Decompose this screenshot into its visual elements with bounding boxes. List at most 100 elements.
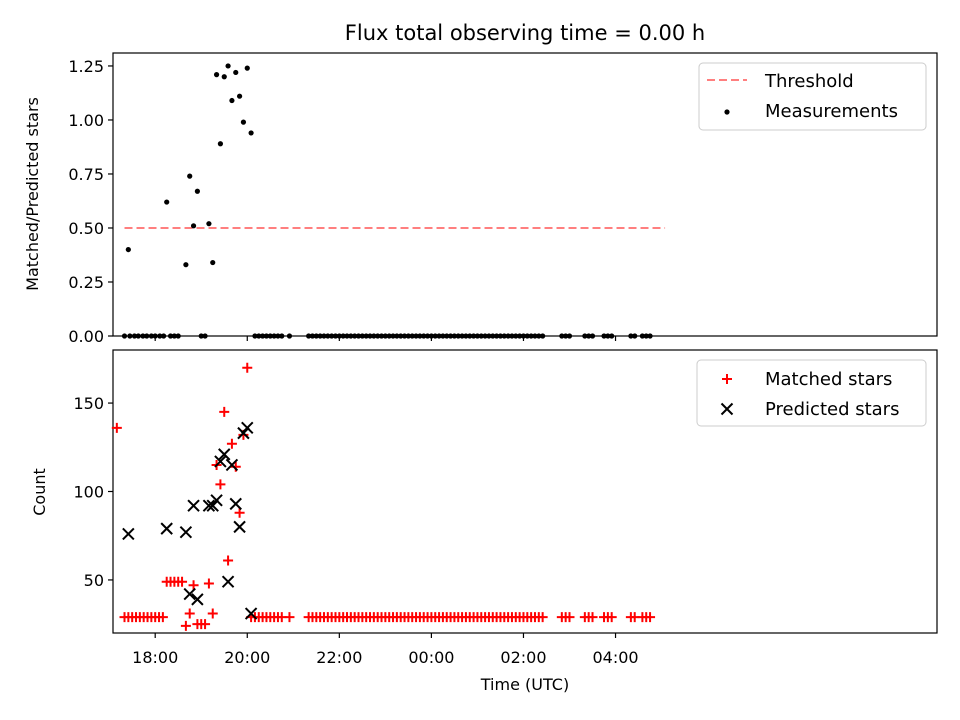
measurement-point — [194, 188, 200, 194]
measurement-point — [332, 333, 339, 339]
measurement-point — [313, 333, 319, 339]
measurement-point — [127, 333, 133, 339]
measurement-point — [321, 333, 327, 339]
top-panel: 0.00 0.25 0.50 0.75 1.00 1.25 Threshold Measure… — [68, 52, 938, 346]
measurement-point — [632, 333, 638, 339]
matched-star-point — [606, 612, 617, 623]
predicted-star-point — [221, 575, 235, 588]
measurement-point — [161, 333, 167, 339]
measurement-point — [229, 97, 235, 104]
measurement-point — [125, 246, 131, 253]
measurement-point — [482, 333, 488, 339]
measurement-point — [263, 333, 270, 339]
measurement-point — [355, 333, 362, 339]
predicted-star-point — [179, 525, 193, 539]
measurement-point — [131, 333, 138, 339]
measurement-point — [401, 333, 408, 339]
measurement-point — [398, 333, 404, 339]
measurement-point — [505, 333, 511, 339]
measurement-point — [467, 333, 473, 339]
predicted-star-point — [210, 494, 223, 507]
measurement-point — [643, 333, 649, 339]
predicted-star-point — [214, 455, 227, 468]
x-tick-label: 22:00 — [316, 648, 362, 667]
measurement-point — [424, 333, 431, 339]
measurement-point — [494, 333, 500, 339]
measurement-point — [325, 333, 331, 339]
x-tick-label: 02:00 — [500, 648, 546, 667]
measurement-point — [413, 333, 419, 339]
x-tick-label: 04:00 — [592, 648, 638, 667]
legend-matched-swatch — [722, 374, 732, 384]
measurement-point — [386, 333, 392, 339]
matched-star-point — [645, 612, 656, 623]
measurement-point — [536, 333, 542, 339]
measurement-point — [563, 333, 569, 339]
top-y-tick-label: 0.25 — [68, 273, 104, 292]
bottom-y-tick-label: 100 — [73, 483, 104, 502]
measurement-point — [157, 333, 163, 339]
predicted-star-point — [237, 426, 250, 440]
measurement-point — [639, 333, 645, 339]
measurement-point — [582, 333, 588, 339]
measurement-point — [444, 333, 450, 339]
matched-star-point — [226, 438, 237, 449]
x-axis-label: Time (UTC) — [480, 675, 569, 694]
predicted-star-point — [187, 499, 200, 512]
matched-star-point — [234, 507, 245, 518]
measurement-point — [135, 333, 141, 339]
measurement-point — [256, 333, 262, 339]
measurement-point — [221, 74, 227, 80]
legend-measurements-swatch — [724, 109, 730, 115]
measurement-point — [490, 333, 496, 339]
measurement-point — [447, 333, 454, 339]
measurement-point — [609, 333, 615, 339]
measurement-point — [344, 333, 350, 339]
measurement-point — [528, 333, 534, 339]
predicted-star-point — [160, 522, 173, 535]
measurement-point — [501, 333, 507, 339]
measurement-point — [628, 333, 634, 339]
measurement-point — [225, 63, 231, 69]
matched-star-point — [188, 580, 199, 591]
measurement-point — [375, 333, 381, 339]
measurement-point — [474, 333, 481, 339]
measurement-point — [421, 333, 427, 339]
measurement-point — [540, 333, 546, 339]
predicted-star-point — [244, 607, 258, 620]
measurement-point — [647, 333, 653, 339]
top-y-axis-label: Matched/Predicted stars — [23, 97, 42, 291]
measurement-point — [286, 333, 293, 339]
legend-matched-label: Matched stars — [765, 369, 892, 390]
matched-star-point — [157, 612, 168, 623]
measurement-point — [329, 333, 335, 339]
measurement-point — [409, 333, 415, 339]
measurement-point — [206, 221, 212, 227]
measurement-point — [271, 333, 277, 339]
matched-star-point — [223, 555, 234, 566]
bottom-y-axis-label: Count — [30, 468, 49, 516]
measurement-point — [183, 262, 189, 268]
matched-star-point — [180, 620, 191, 631]
matched-star-point — [184, 608, 195, 619]
matched-star-point — [537, 612, 548, 623]
measurement-point — [248, 130, 254, 136]
measurement-point — [436, 333, 442, 339]
measurement-point — [517, 333, 523, 339]
measurement-point — [532, 333, 538, 339]
measurement-point — [267, 333, 273, 339]
measurement-point — [440, 333, 446, 339]
measurement-point — [121, 333, 128, 339]
matched-star-point — [207, 608, 218, 619]
x-tick-label: 20:00 — [224, 648, 270, 667]
matched-star-point — [111, 422, 122, 433]
measurement-point — [175, 333, 181, 339]
predicted-star-point — [218, 448, 231, 461]
measurement-point — [140, 333, 146, 339]
measurement-point — [348, 333, 354, 339]
measurement-point — [566, 333, 573, 339]
measurement-point — [152, 333, 158, 339]
measurement-point — [513, 333, 519, 339]
measurement-point — [405, 333, 411, 339]
